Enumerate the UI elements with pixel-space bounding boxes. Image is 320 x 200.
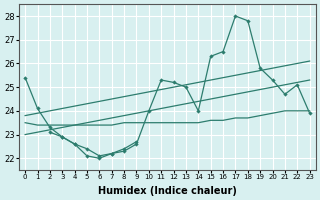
X-axis label: Humidex (Indice chaleur): Humidex (Indice chaleur) (98, 186, 237, 196)
